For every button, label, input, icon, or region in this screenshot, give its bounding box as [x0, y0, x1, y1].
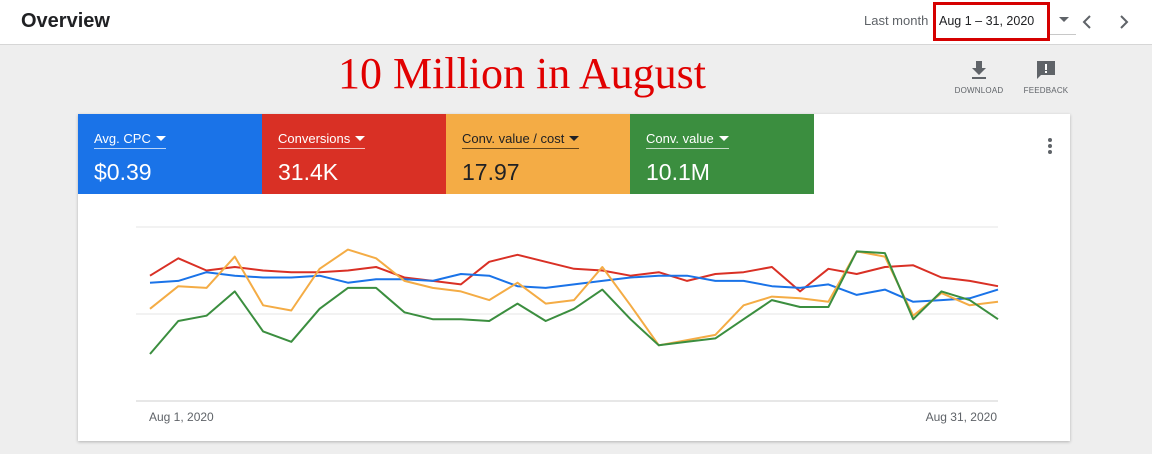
date-range-selector[interactable]: Aug 1 – 31, 2020	[933, 2, 1050, 41]
performance-card: Avg. CPC $0.39 Conversions 31.4K Conv. v…	[78, 114, 1070, 441]
feedback-label: FEEDBACK	[1023, 86, 1069, 95]
scorecard-value: 17.97	[462, 159, 520, 185]
more-options-button[interactable]	[1040, 134, 1060, 158]
more-vert-icon	[1048, 138, 1052, 154]
dropdown-arrow-icon	[718, 136, 729, 141]
chevron-right-icon	[1120, 15, 1129, 29]
annotation-headline: 10 Million in August	[338, 49, 706, 98]
date-range-underline	[1050, 34, 1076, 35]
series-line-0	[149, 253, 999, 293]
date-range-label: Last month	[864, 13, 929, 28]
scorecard-conv-value-cost[interactable]: Conv. value / cost 17.97	[446, 114, 630, 194]
date-range-value: Aug 1 – 31, 2020	[939, 14, 1035, 28]
scorecard-value: $0.39	[94, 159, 152, 185]
x-tick-start: Aug 1, 2020	[149, 410, 214, 424]
date-range-dropdown-icon[interactable]	[1059, 17, 1069, 22]
download-label: DOWNLOAD	[954, 86, 1004, 95]
scorecard-metric-selector[interactable]: Conv. value	[646, 131, 729, 149]
scorecard-metric-selector[interactable]: Conversions	[278, 131, 366, 149]
dropdown-arrow-icon	[355, 136, 366, 141]
previous-period-button[interactable]	[1074, 9, 1100, 35]
download-button[interactable]: DOWNLOAD	[949, 60, 1009, 95]
download-icon	[972, 61, 986, 79]
series-line-1	[149, 271, 999, 303]
x-tick-end: Aug 31, 2020	[926, 410, 998, 424]
chevron-left-icon	[1082, 15, 1091, 29]
line-chart: Aug 1, 2020 Aug 31, 2020	[136, 226, 999, 424]
scorecard-metric-selector[interactable]: Conv. value / cost	[462, 131, 580, 149]
dropdown-arrow-icon	[155, 136, 166, 141]
series-line-3	[149, 250, 999, 355]
feedback-icon	[1037, 61, 1055, 79]
dropdown-arrow-icon	[569, 136, 580, 141]
scorecard-metric-selector[interactable]: Avg. CPC	[94, 131, 166, 149]
page-title: Overview	[21, 10, 110, 32]
scorecard-conv-value[interactable]: Conv. value 10.1M	[630, 114, 814, 194]
series-line-2	[149, 248, 999, 347]
scorecard-value: 31.4K	[278, 159, 339, 185]
scorecard-value: 10.1M	[646, 159, 710, 185]
feedback-button[interactable]: FEEDBACK	[1016, 60, 1076, 95]
series-layer	[149, 248, 999, 355]
scorecard-conversions[interactable]: Conversions 31.4K	[262, 114, 446, 194]
top-bar: Overview Last month Aug 1 – 31, 2020	[0, 0, 1152, 45]
next-period-button[interactable]	[1111, 9, 1137, 35]
scorecard-avg-cpc[interactable]: Avg. CPC $0.39	[78, 114, 262, 194]
